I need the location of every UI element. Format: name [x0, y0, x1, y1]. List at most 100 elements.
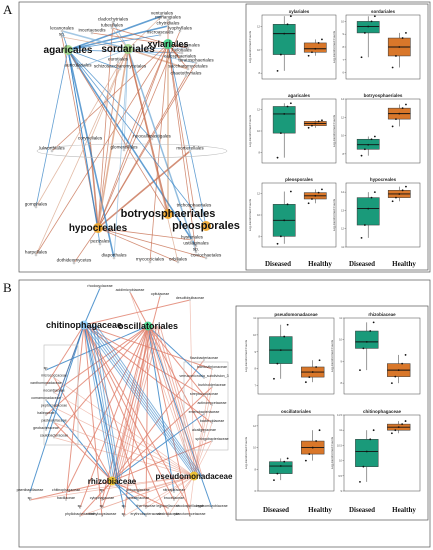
network-label: helotiales — [172, 48, 192, 53]
network-edge — [65, 324, 85, 501]
x-axis-category: Healthy — [392, 506, 416, 514]
boxplot-title: rhizobiaceae — [368, 312, 396, 317]
network-node — [53, 436, 55, 439]
network-edge — [29, 324, 85, 493]
network-edge — [29, 475, 195, 501]
network-edge — [67, 49, 197, 247]
boxplot-title: botryosphaeriales — [364, 93, 403, 98]
y-tick-label: 11.5 — [337, 413, 342, 417]
network-label: nitrospiraceae — [163, 488, 186, 492]
network-label: paenibacillaceae — [17, 488, 44, 492]
network-edge — [147, 325, 195, 477]
boxplot-title: pseudomonadaceae — [274, 312, 318, 317]
boxplot-title: chitinophagaceae — [363, 409, 402, 414]
y-tick-label: 9 — [341, 359, 343, 363]
y-axis-label: Log-transformed Counts — [332, 114, 336, 147]
data-point — [311, 124, 313, 127]
network-edge — [111, 325, 149, 482]
network-node — [53, 391, 55, 394]
network-edge — [145, 325, 149, 509]
y-tick-label: 7 — [343, 58, 345, 62]
network-label: sphingobacteriaceae — [195, 437, 228, 441]
network-edge — [73, 227, 99, 264]
network-edge — [189, 475, 195, 509]
data-point — [311, 446, 314, 449]
hub-label: agaricales — [44, 45, 93, 56]
network-node — [72, 261, 76, 265]
box-healthy — [303, 42, 327, 53]
network-edge — [97, 43, 169, 229]
network-label: gomphales — [25, 202, 48, 207]
network-node — [211, 422, 213, 424]
network-edge — [51, 43, 169, 152]
data-point — [404, 354, 407, 356]
network-node — [53, 421, 55, 424]
data-point — [394, 429, 397, 432]
data-point — [276, 362, 279, 365]
data-point — [365, 450, 368, 453]
network-node — [150, 137, 154, 141]
data-point — [286, 323, 289, 326]
network-label: myriangiales — [155, 15, 181, 20]
y-tick-label: 12 — [253, 424, 256, 428]
network-node — [211, 386, 213, 388]
network-node — [116, 60, 120, 64]
data-point — [273, 479, 275, 482]
network-node — [53, 376, 55, 379]
network-edge — [101, 325, 149, 501]
network-edge — [167, 43, 195, 209]
network-edge — [89, 48, 129, 142]
network-label: incertaesedis — [78, 28, 106, 33]
network-label: nocardiaceae — [43, 388, 65, 392]
network-label: verrucomicrobia_subdivision_3 — [179, 374, 228, 378]
network-label: acidimicrobiaceae — [116, 288, 145, 292]
network-node — [189, 507, 191, 509]
network-label: erythrobacteraceae — [131, 512, 162, 516]
network-b: rhodocyclaceae acidimicrobiaceae opitutace… — [17, 284, 233, 517]
y-tick-label: 10 — [257, 48, 260, 52]
network-label: enterobacteriaceae — [189, 410, 220, 414]
network-edge — [67, 15, 163, 51]
y-tick-label: 12 — [341, 115, 344, 119]
network-edge — [35, 43, 169, 256]
network-node — [176, 260, 180, 264]
network-edge — [83, 299, 191, 326]
network-node — [29, 499, 31, 501]
network-node — [203, 359, 205, 361]
network-edge — [35, 48, 129, 208]
network-node — [203, 413, 205, 415]
network-label: orbiliales — [169, 257, 188, 262]
network-node — [203, 431, 205, 433]
network-label: phyllobacteriaceae — [65, 512, 95, 516]
network-edge — [67, 49, 99, 229]
network-edge — [45, 324, 85, 386]
boxplot-pseudomonadaceae: pseudomonadaceae 7 8 9 10 11 Log-transformed C… — [244, 312, 335, 395]
network-edge — [111, 480, 147, 517]
network-node — [110, 26, 114, 30]
network-edge — [79, 480, 113, 517]
network-label: sp. — [122, 504, 127, 508]
y-tick-label: 12 — [257, 192, 260, 196]
data-point — [367, 143, 370, 146]
network-label: hyphomicrobiaceae — [196, 504, 227, 508]
data-point — [362, 347, 365, 350]
hub-node — [163, 209, 173, 219]
network-edge — [29, 480, 113, 501]
data-point — [397, 369, 400, 372]
data-point — [391, 66, 394, 69]
data-point — [317, 42, 320, 44]
boxplot-title: oscillatoriales — [281, 409, 312, 414]
x-axis-category: Diseased — [349, 506, 375, 514]
y-axis-label: Log-transformed Counts — [332, 198, 336, 231]
box-diseased — [355, 330, 379, 349]
y-axis-label: Log-transformed Counts — [332, 30, 336, 63]
data-point — [363, 32, 366, 34]
data-point — [405, 185, 407, 188]
data-point — [304, 381, 307, 384]
box-diseased — [272, 24, 296, 55]
network-node — [189, 515, 191, 517]
network-node — [45, 414, 47, 416]
data-point — [395, 196, 397, 199]
network-label: clostridiaceae — [157, 512, 179, 516]
y-axis-label: Log-transformed Counts — [330, 339, 334, 372]
